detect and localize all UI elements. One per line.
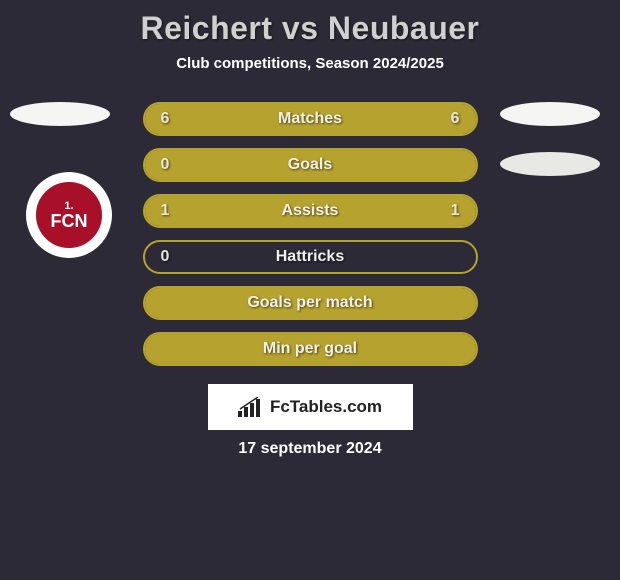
stat-value-left: 0: [145, 248, 195, 266]
stat-label: Assists: [195, 202, 426, 220]
player-avatar-right-2: [500, 152, 600, 176]
fctables-badge: FcTables.com: [208, 384, 413, 430]
page-title: Reichert vs Neubauer: [0, 10, 620, 47]
subtitle: Club competitions, Season 2024/2025: [0, 55, 620, 72]
stat-label: Goals per match: [195, 294, 426, 312]
club-logo-inner: 1. FCN: [33, 179, 105, 251]
badge-text: FcTables.com: [270, 397, 382, 417]
chart-icon: [238, 397, 264, 417]
stat-value-right: 1: [426, 202, 476, 220]
main-area: 1. FCN 6Matches60Goals1Assists10Hattrick…: [0, 102, 620, 458]
comparison-card: Reichert vs Neubauer Club competitions, …: [0, 0, 620, 458]
stat-row: 0Hattricks: [143, 240, 478, 274]
stats-list: 6Matches60Goals1Assists10HattricksGoals …: [143, 102, 478, 366]
club-logo-main: FCN: [51, 212, 88, 230]
date-label: 17 september 2024: [0, 440, 620, 458]
stat-value-left: 0: [145, 156, 195, 174]
stat-row: Goals per match: [143, 286, 478, 320]
stat-label: Min per goal: [195, 340, 426, 358]
stat-row: 0Goals: [143, 148, 478, 182]
stat-value-left: 6: [145, 110, 195, 128]
stat-row: Min per goal: [143, 332, 478, 366]
player-avatar-right: [500, 102, 600, 126]
stat-label: Hattricks: [195, 248, 426, 266]
stat-value-left: 1: [145, 202, 195, 220]
stat-label: Goals: [195, 156, 426, 174]
club-logo: 1. FCN: [26, 172, 112, 258]
stat-label: Matches: [195, 110, 426, 128]
player-avatar-left: [10, 102, 110, 126]
stat-row: 1Assists1: [143, 194, 478, 228]
stat-value-right: 6: [426, 110, 476, 128]
club-logo-top: 1.: [64, 201, 73, 212]
stat-row: 6Matches6: [143, 102, 478, 136]
